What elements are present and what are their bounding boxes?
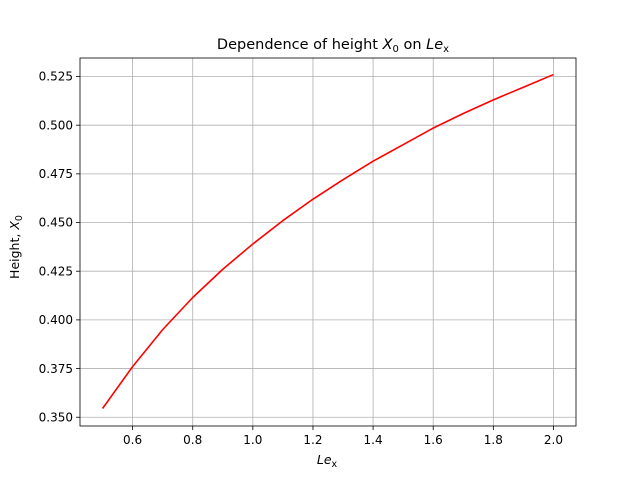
series-layer [101,73,554,409]
y-tick-label: 0.350 [39,410,73,424]
x-tick-label: 1.4 [364,433,383,447]
chart-title: Dependence of height X0 on Lex [217,37,449,55]
x-tick-label: 1.8 [484,433,503,447]
y-tick-label: 0.400 [39,313,73,327]
axes-frame [79,57,577,427]
y-tick-label: 0.475 [39,167,73,181]
y-axis-label: Height, X0 [7,215,25,279]
tick-layer: 0.6 0.8 1.0 1.2 1.4 1.6 1.8 2.0 0.350 0.375 0.400 0… [39,70,563,447]
y-tick-label: 0.375 [39,362,73,376]
y-tick-label: 0.500 [39,118,73,132]
x-tick-label: 0.8 [183,433,202,447]
y-tick-label: 0.425 [39,264,73,278]
x-tick-label: 0.6 [123,433,142,447]
x-tick-label: 1.6 [424,433,443,447]
grid-layer [80,58,576,426]
x-tick-label: 1.0 [243,433,262,447]
x-tick-label: 1.2 [303,433,322,447]
y-tick-label: 0.450 [39,216,73,230]
y-tick-label: 0.525 [39,70,73,84]
x-axis-label: Lex [317,452,338,470]
series-line [101,73,554,409]
x-tick-label: 2.0 [544,433,563,447]
